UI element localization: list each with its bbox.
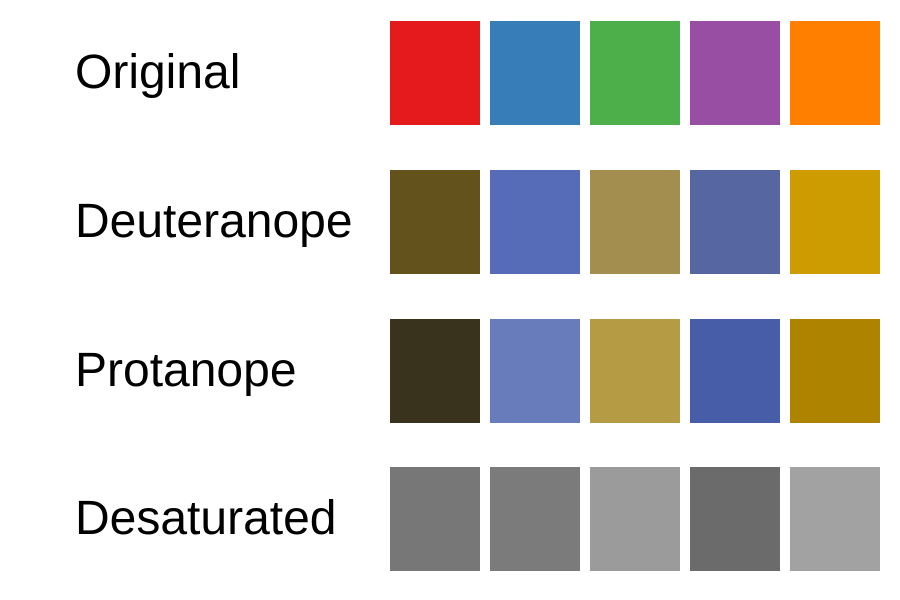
swatch-desaturated-3 xyxy=(590,467,680,571)
swatch-desaturated-4 xyxy=(690,467,780,571)
swatch-deuteranope-1 xyxy=(390,170,480,274)
swatch-original-3 xyxy=(590,21,680,125)
row-label-deuteranope: Deuteranope xyxy=(75,195,353,248)
swatch-protanope-3 xyxy=(590,319,680,423)
swatch-original-2 xyxy=(490,21,580,125)
row-label-protanope: Protanope xyxy=(75,344,297,397)
swatch-desaturated-1 xyxy=(390,467,480,571)
swatch-desaturated-5 xyxy=(790,467,880,571)
swatch-protanope-5 xyxy=(790,319,880,423)
swatch-deuteranope-2 xyxy=(490,170,580,274)
swatch-deuteranope-5 xyxy=(790,170,880,274)
row-label-desaturated: Desaturated xyxy=(75,492,337,545)
swatch-desaturated-2 xyxy=(490,467,580,571)
swatch-deuteranope-4 xyxy=(690,170,780,274)
swatch-deuteranope-3 xyxy=(590,170,680,274)
swatch-protanope-1 xyxy=(390,319,480,423)
row-label-original: Original xyxy=(75,46,241,99)
swatch-protanope-4 xyxy=(690,319,780,423)
swatch-original-1 xyxy=(390,21,480,125)
swatch-original-5 xyxy=(790,21,880,125)
swatch-protanope-2 xyxy=(490,319,580,423)
swatch-original-4 xyxy=(690,21,780,125)
